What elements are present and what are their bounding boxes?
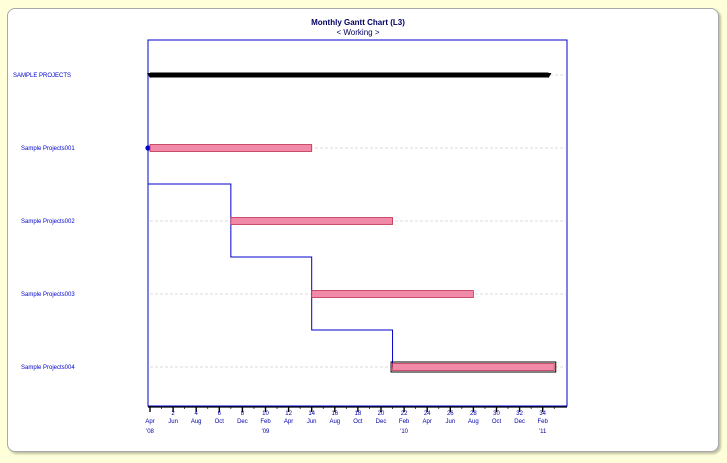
month-label: Dec <box>376 419 387 425</box>
tick-number: 10 <box>262 411 269 417</box>
tick-number: 14 <box>308 411 315 417</box>
tick-number: 6 <box>218 411 222 417</box>
task-label: Sample Projects004 <box>21 365 75 371</box>
dependency-link <box>147 148 232 221</box>
month-label: Dec <box>237 419 248 425</box>
month-label: Jun <box>307 419 317 425</box>
task-label: Sample Projects002 <box>21 219 75 225</box>
month-label: Jun <box>445 419 455 425</box>
task-label: Sample Projects003 <box>21 292 75 298</box>
chart-title: Monthly Gantt Chart (L3) <box>311 18 405 27</box>
task-label: Sample Projects001 <box>21 146 75 152</box>
dependency-link <box>311 294 394 367</box>
month-label: Feb <box>260 419 271 425</box>
year-label: '11 <box>539 429 547 435</box>
tick-number: 22 <box>401 411 408 417</box>
tick-number: 2 <box>171 411 175 417</box>
tick-number: 18 <box>355 411 362 417</box>
task-bars <box>147 72 557 373</box>
month-label: Oct <box>353 419 363 425</box>
chart-subtitle: < Working > <box>337 28 380 37</box>
tick-number: 28 <box>470 411 477 417</box>
month-label: Aug <box>191 419 202 425</box>
summary-end-marker <box>545 73 552 78</box>
task-bar <box>392 363 555 371</box>
row-labels: SAMPLE PROJECTS Sample Projects001 Sample … <box>13 73 75 371</box>
tick-number: 30 <box>493 411 500 417</box>
task-bar <box>149 144 313 152</box>
month-label: Apr <box>284 419 293 425</box>
summary-bar <box>150 72 549 78</box>
tick-number: 12 <box>285 411 292 417</box>
tick-number: 20 <box>378 411 385 417</box>
tick-number: 4 <box>195 411 199 417</box>
summary-label: SAMPLE PROJECTS <box>13 73 71 79</box>
task-bar <box>311 290 474 298</box>
month-label: Feb <box>538 419 549 425</box>
dependency-link <box>230 221 313 294</box>
month-label: Feb <box>399 419 410 425</box>
month-label: Dec <box>514 419 525 425</box>
tick-number: 16 <box>331 411 338 417</box>
year-label: '08 <box>146 429 154 435</box>
year-label: '09 <box>262 429 270 435</box>
summary-start-marker <box>147 73 153 78</box>
task-bar-highlight <box>390 361 557 373</box>
tick-number: 24 <box>424 411 431 417</box>
month-label: Aug <box>329 419 340 425</box>
tick-number: 34 <box>539 411 546 417</box>
tick-number: 32 <box>516 411 523 417</box>
month-label: Apr <box>145 419 154 425</box>
dependency-links <box>145 145 394 367</box>
month-label: Oct <box>492 419 502 425</box>
month-label: Apr <box>423 419 432 425</box>
year-label: '10 <box>400 429 408 435</box>
month-label: Aug <box>468 419 479 425</box>
month-label: Oct <box>215 419 225 425</box>
chart-panel <box>7 8 719 452</box>
task-bar <box>230 217 393 225</box>
tick-number: 26 <box>447 411 454 417</box>
month-label: Jun <box>168 419 178 425</box>
tick-number: 8 <box>241 411 245 417</box>
